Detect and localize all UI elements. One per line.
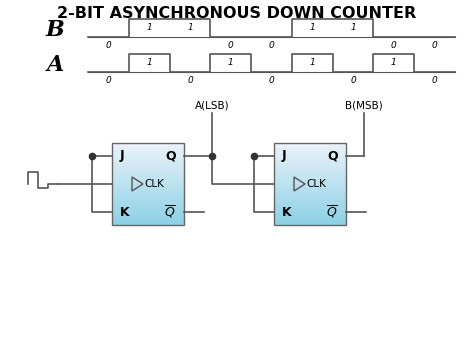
Text: CLK: CLK [144,179,164,189]
Text: 0: 0 [391,41,397,50]
Bar [274,159,346,162]
Bar [112,214,184,217]
Bar [112,143,184,146]
Bar [112,184,184,187]
Bar [112,176,184,179]
Text: K: K [282,206,292,219]
Bar [112,168,184,170]
Bar [274,148,346,151]
Text: A: A [46,54,64,76]
Text: 0: 0 [432,76,438,84]
Bar [274,198,346,200]
Bar [274,179,346,181]
Bar [112,209,184,211]
Bar [112,222,184,225]
Bar [112,189,184,192]
Text: 1: 1 [350,23,356,31]
Text: B: B [46,19,64,41]
Bar [274,217,346,220]
Text: 0: 0 [187,76,193,84]
Text: 0: 0 [106,76,111,84]
Bar [112,151,184,154]
Text: 1: 1 [391,57,397,67]
Text: 0: 0 [350,76,356,84]
Text: 0: 0 [432,41,438,50]
Bar [112,146,184,148]
Text: 1: 1 [146,57,152,67]
Bar [274,176,346,179]
Bar [274,184,346,187]
Text: 1: 1 [146,23,152,31]
Bar [112,220,184,222]
Bar [112,206,184,209]
Text: 2-BIT ASYNCHRONOUS DOWN COUNTER: 2-BIT ASYNCHRONOUS DOWN COUNTER [57,6,417,21]
Bar [274,214,346,217]
Text: J: J [120,149,125,162]
Bar [112,148,184,151]
Text: 1: 1 [310,57,315,67]
Bar [274,200,346,203]
Bar [274,143,346,225]
Bar [112,179,184,181]
Text: J: J [282,149,287,162]
Text: $\overline{Q}$: $\overline{Q}$ [164,204,176,220]
Text: 1: 1 [187,23,193,31]
Bar [274,206,346,209]
Bar [274,143,346,146]
Bar [274,170,346,173]
Bar [274,154,346,157]
Bar [274,211,346,214]
Bar [112,159,184,162]
Bar [112,187,184,189]
Text: CLK: CLK [306,179,326,189]
Bar [274,168,346,170]
Bar [274,165,346,168]
Text: Q: Q [165,149,176,162]
Bar [112,203,184,206]
Bar [274,220,346,222]
Bar [274,209,346,211]
Bar [112,181,184,184]
Text: 0: 0 [269,76,274,84]
Bar [274,203,346,206]
Bar [112,211,184,214]
Bar [274,189,346,192]
Text: 0: 0 [228,41,234,50]
Bar [274,195,346,198]
Bar [274,173,346,176]
Bar [112,162,184,165]
Text: $\overline{Q}$: $\overline{Q}$ [326,204,338,220]
Text: Q: Q [328,149,338,162]
Bar [274,146,346,148]
Bar [112,192,184,195]
Bar [112,154,184,157]
Bar [274,162,346,165]
Bar [112,217,184,220]
Text: K: K [120,206,129,219]
Bar [274,222,346,225]
Bar [274,181,346,184]
Bar [112,157,184,159]
Text: 1: 1 [228,57,234,67]
Bar [112,170,184,173]
Bar [112,143,184,225]
Bar [112,198,184,200]
Text: A(LSB): A(LSB) [195,101,229,111]
Text: 0: 0 [106,41,111,50]
Bar [112,195,184,198]
Text: 1: 1 [310,23,315,31]
Bar [274,187,346,189]
Bar [112,200,184,203]
Bar [112,165,184,168]
Bar [274,157,346,159]
Bar [274,151,346,154]
Text: 0: 0 [269,41,274,50]
Bar [274,192,346,195]
Text: B(MSB): B(MSB) [345,101,383,111]
Bar [112,173,184,176]
